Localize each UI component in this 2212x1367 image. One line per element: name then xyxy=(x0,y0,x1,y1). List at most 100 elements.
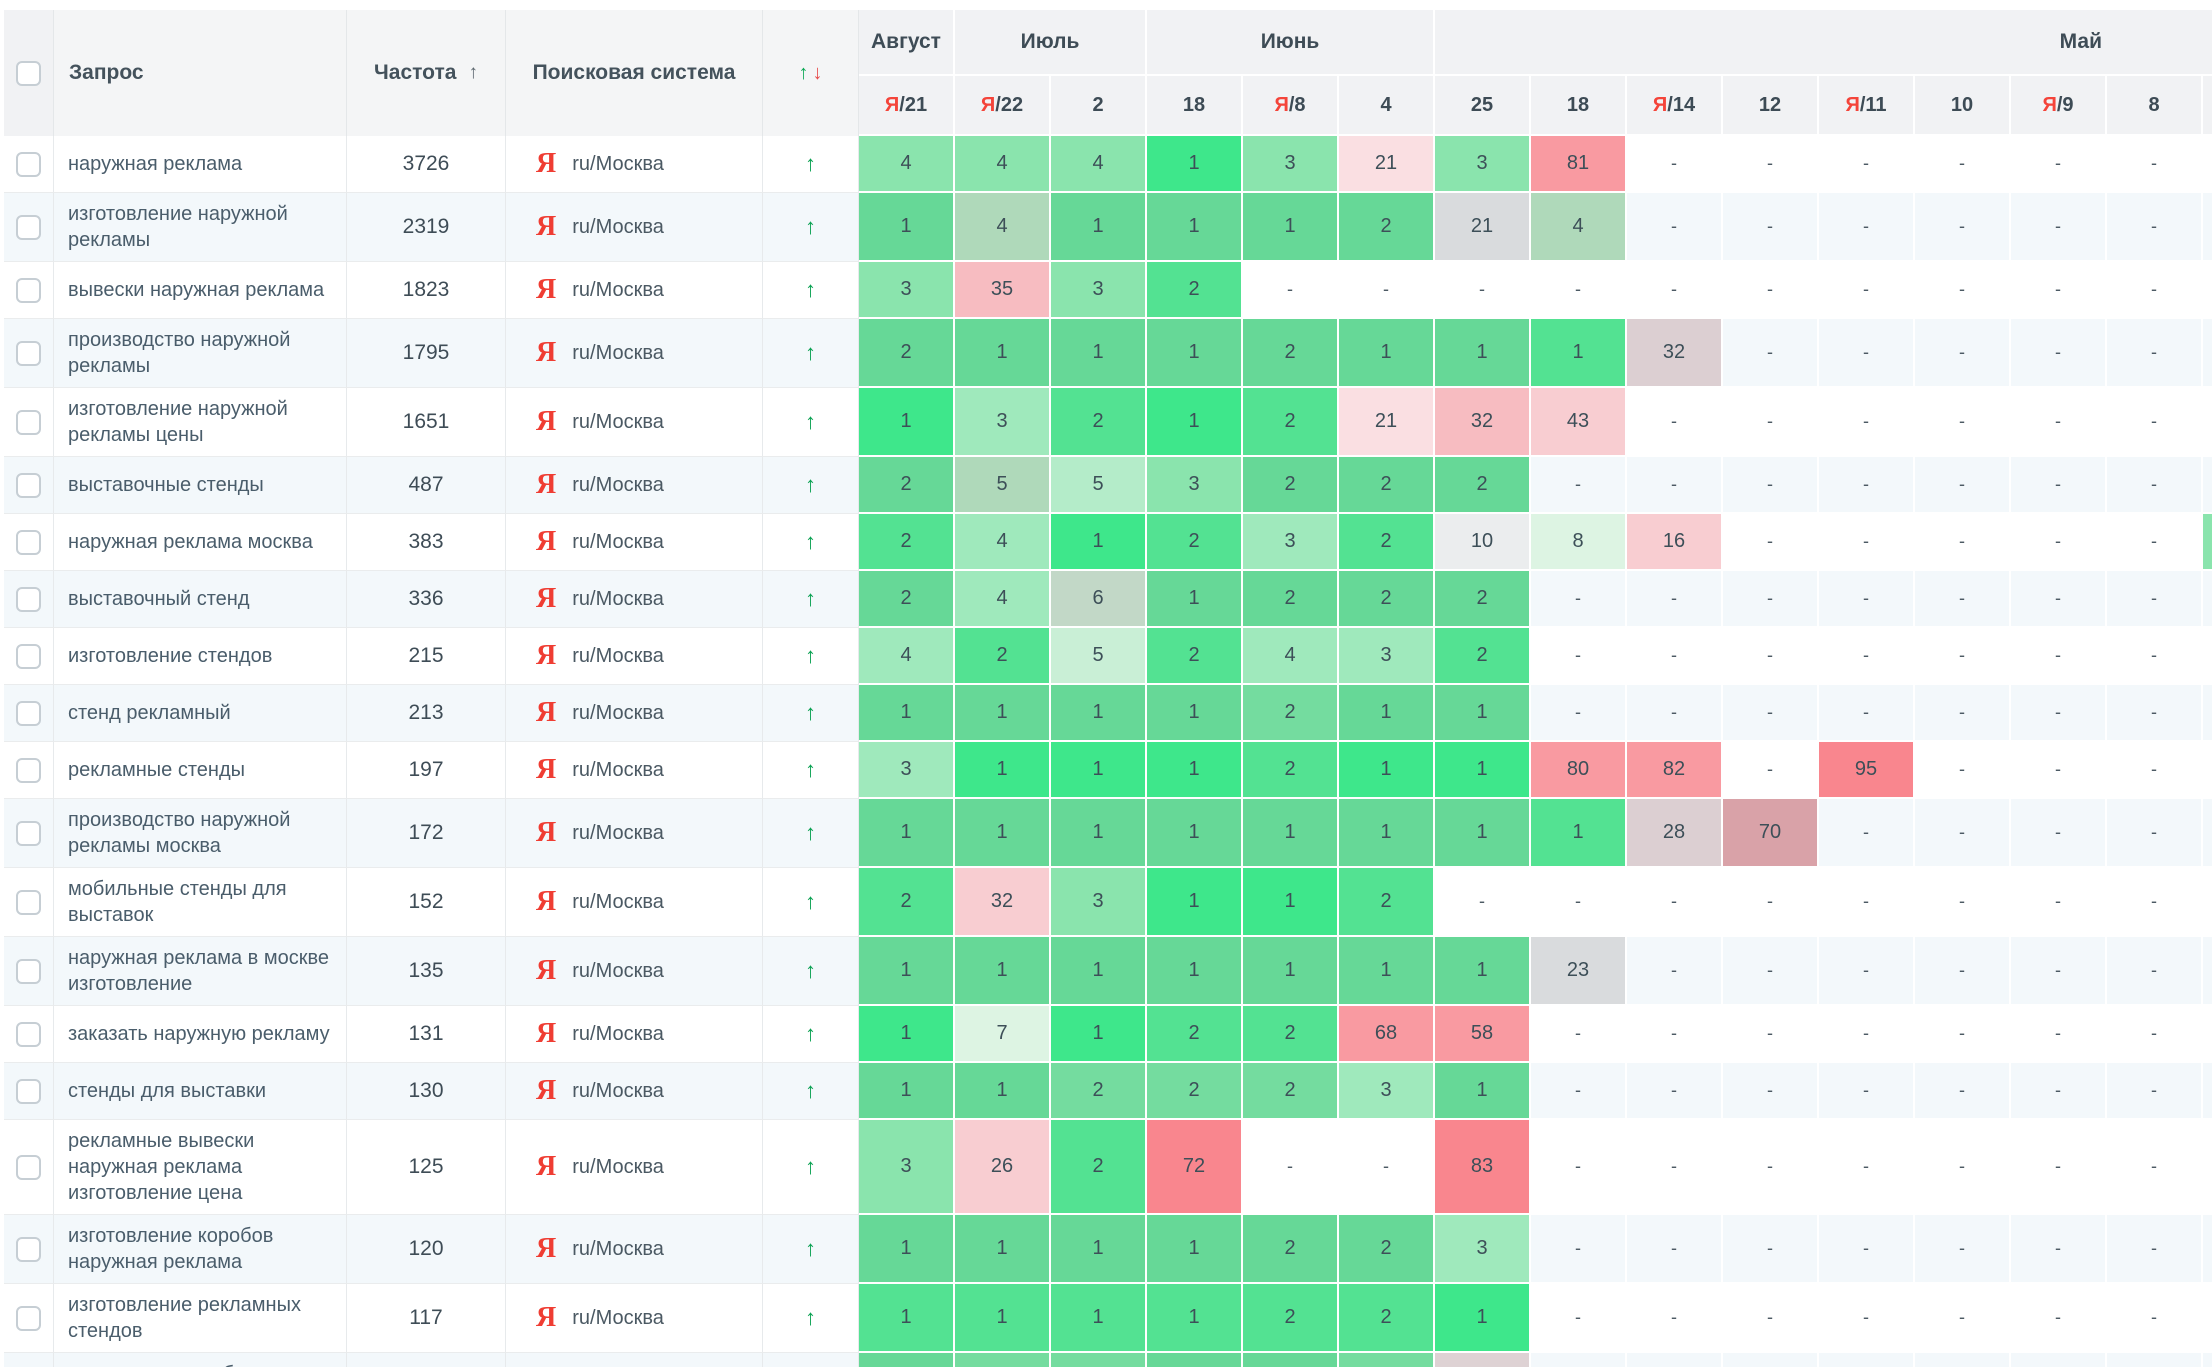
select-all-checkbox[interactable] xyxy=(16,60,41,86)
month-label: Июнь xyxy=(1260,30,1320,53)
position-cell: 1 xyxy=(1339,319,1435,388)
position-cell: - xyxy=(1627,571,1723,628)
query-cell[interactable]: вывески наружная реклама xyxy=(54,262,347,319)
trend-column-header[interactable]: ↑ ↓ xyxy=(763,10,859,136)
position-cell: 2 xyxy=(1339,868,1435,937)
position-cell: - xyxy=(1915,1215,2011,1284)
query-cell[interactable]: изготовление коробов наружная реклама xyxy=(54,1215,347,1284)
overflow-position-cell xyxy=(2203,1120,2212,1215)
row-checkbox[interactable] xyxy=(16,340,41,366)
query-cell[interactable]: мобильные стенды для выставок xyxy=(54,868,347,937)
date-column-header: 25 xyxy=(1435,76,1531,136)
position-cell: - xyxy=(2107,1006,2203,1063)
query-cell[interactable]: рекламные стенды xyxy=(54,742,347,799)
position-cell: 4 xyxy=(859,628,955,685)
row-checkbox[interactable] xyxy=(16,700,41,726)
row-checkbox[interactable] xyxy=(16,409,41,435)
row-checkbox[interactable] xyxy=(16,757,41,783)
row-checkbox[interactable] xyxy=(16,277,41,303)
position-cell: 2 xyxy=(859,457,955,514)
position-cell: - xyxy=(1723,571,1819,628)
position-cell: 2 xyxy=(1435,457,1531,514)
table-row: изготовление мобильных стендов110Яru/Мос… xyxy=(4,1353,2212,1367)
position-cell: 26 xyxy=(955,1120,1051,1215)
query-cell[interactable]: изготовление рекламных стендов xyxy=(54,1284,347,1353)
row-checkbox[interactable] xyxy=(16,586,41,612)
trend-cell: ↑ xyxy=(763,937,859,1006)
row-checkbox[interactable] xyxy=(16,1078,41,1104)
position-cell: - xyxy=(1915,136,2011,193)
trend-cell: ↑ xyxy=(763,742,859,799)
table-row: рекламные вывески наружная реклама изгот… xyxy=(4,1120,2212,1215)
query-cell[interactable]: наружная реклама xyxy=(54,136,347,193)
trend-up-arrow-icon: ↑ xyxy=(805,1154,816,1179)
query-cell[interactable]: изготовление стендов xyxy=(54,628,347,685)
position-cell: - xyxy=(1915,937,2011,1006)
engine-region-label: ru/Москва xyxy=(572,1155,664,1178)
frequency-column-header[interactable]: Частота ↑ xyxy=(347,10,506,136)
query-cell[interactable]: наружная реклама в москве изготовление xyxy=(54,937,347,1006)
position-cell: 3 xyxy=(859,1120,955,1215)
position-cell: 3 xyxy=(1243,514,1339,571)
position-cell: 1 xyxy=(1147,388,1243,457)
query-cell[interactable]: заказать наружную рекламу xyxy=(54,1006,347,1063)
position-cell: - xyxy=(1723,136,1819,193)
position-cell: 1 xyxy=(1147,742,1243,799)
position-cell: 2 xyxy=(1243,319,1339,388)
position-cell: 2 xyxy=(1147,262,1243,319)
row-checkbox[interactable] xyxy=(16,1236,41,1262)
position-cell: 1 xyxy=(1339,799,1435,868)
query-cell[interactable]: рекламные вывески наружная реклама изгот… xyxy=(54,1120,347,1215)
position-cell: - xyxy=(2107,514,2203,571)
query-cell[interactable]: производство наружной рекламы xyxy=(54,319,347,388)
position-cell: - xyxy=(1915,388,2011,457)
month-label: Август xyxy=(871,30,941,53)
query-cell[interactable]: изготовление наружной рекламы xyxy=(54,193,347,262)
query-cell[interactable]: изготовление наружной рекламы цены xyxy=(54,388,347,457)
row-checkbox[interactable] xyxy=(16,472,41,498)
query-cell[interactable]: производство наружной рекламы москва xyxy=(54,799,347,868)
position-cell: 1 xyxy=(1147,571,1243,628)
query-cell[interactable]: изготовление мобильных стендов xyxy=(54,1353,347,1367)
query-cell[interactable]: стенды для выставки xyxy=(54,1063,347,1120)
position-cell: 1 xyxy=(1051,514,1147,571)
query-cell[interactable]: выставочные стенды xyxy=(54,457,347,514)
position-cell: - xyxy=(1819,571,1915,628)
query-cell[interactable]: выставочный стенд xyxy=(54,571,347,628)
yandex-update-icon: Я xyxy=(1274,93,1289,116)
frequency-cell: 487 xyxy=(347,457,506,514)
position-cell: - xyxy=(2011,1063,2107,1120)
position-cell: 3 xyxy=(1435,1215,1531,1284)
position-cell: - xyxy=(1531,1353,1627,1367)
query-column-header[interactable]: Запрос xyxy=(54,10,347,136)
position-cell: - xyxy=(2011,868,2107,937)
trend-up-arrow-icon: ↑ xyxy=(805,757,816,782)
position-cell: - xyxy=(1819,628,1915,685)
row-checkbox[interactable] xyxy=(16,214,41,240)
row-checkbox[interactable] xyxy=(16,1154,41,1180)
row-checkbox[interactable] xyxy=(16,889,41,915)
row-checkbox[interactable] xyxy=(16,1021,41,1047)
position-cell: 2 xyxy=(859,571,955,628)
row-checkbox[interactable] xyxy=(16,643,41,669)
query-cell[interactable]: наружная реклама москва xyxy=(54,514,347,571)
position-cell: - xyxy=(1723,937,1819,1006)
query-cell[interactable]: стенд рекламный xyxy=(54,685,347,742)
position-cell: 2 xyxy=(1435,571,1531,628)
row-checkbox[interactable] xyxy=(16,529,41,555)
trend-up-arrow-icon: ↑ xyxy=(805,1236,816,1261)
row-checkbox[interactable] xyxy=(16,820,41,846)
row-checkbox[interactable] xyxy=(16,1305,41,1331)
row-checkbox[interactable] xyxy=(16,151,41,177)
position-cell: 6 xyxy=(1051,571,1147,628)
row-checkbox[interactable] xyxy=(16,958,41,984)
engine-region-label: ru/Москва xyxy=(572,1237,664,1260)
position-cell: 82 xyxy=(1627,742,1723,799)
row-checkbox-cell xyxy=(4,742,54,799)
